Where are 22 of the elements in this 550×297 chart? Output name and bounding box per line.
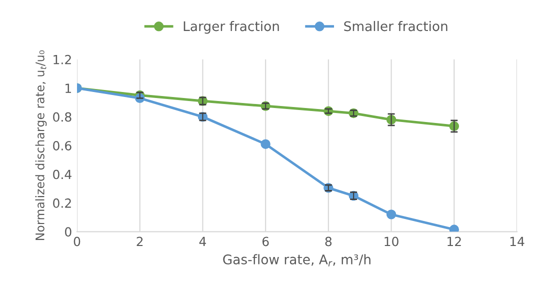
x-axis-title: Gas-flow rate, A$_{r}$, m³/h (223, 254, 370, 266)
x-tick-label: 6 (262, 236, 269, 246)
y-tick-label: 0.4 (53, 170, 72, 180)
y-tick-label: 0.2 (53, 198, 71, 208)
point (260, 139, 270, 149)
x-tick-label: 0 (74, 236, 80, 246)
y-tick-label: 0 (65, 227, 72, 237)
point (386, 210, 396, 220)
x-tick-label: 4 (199, 236, 206, 246)
x-tick-label: 14 (510, 236, 524, 246)
point (449, 224, 460, 232)
y-tick-label: 0.6 (53, 141, 72, 150)
x-tick-label: 10 (384, 236, 398, 246)
legend-label: Larger fraction (184, 20, 279, 34)
x-tick-label: 2 (136, 236, 143, 246)
legend-label: Smaller fraction (344, 20, 448, 32)
x-tick-label: 8 (325, 236, 332, 246)
x-tick-label: 12 (448, 236, 461, 246)
y-tick-label: 0.8 (53, 112, 72, 122)
y-tick-label: 1.2 (54, 54, 71, 64)
y-axis-title: Normalized discharge rate, u$_{t}$/u₀ (35, 50, 47, 240)
y-tick-label: 1 (66, 84, 71, 93)
